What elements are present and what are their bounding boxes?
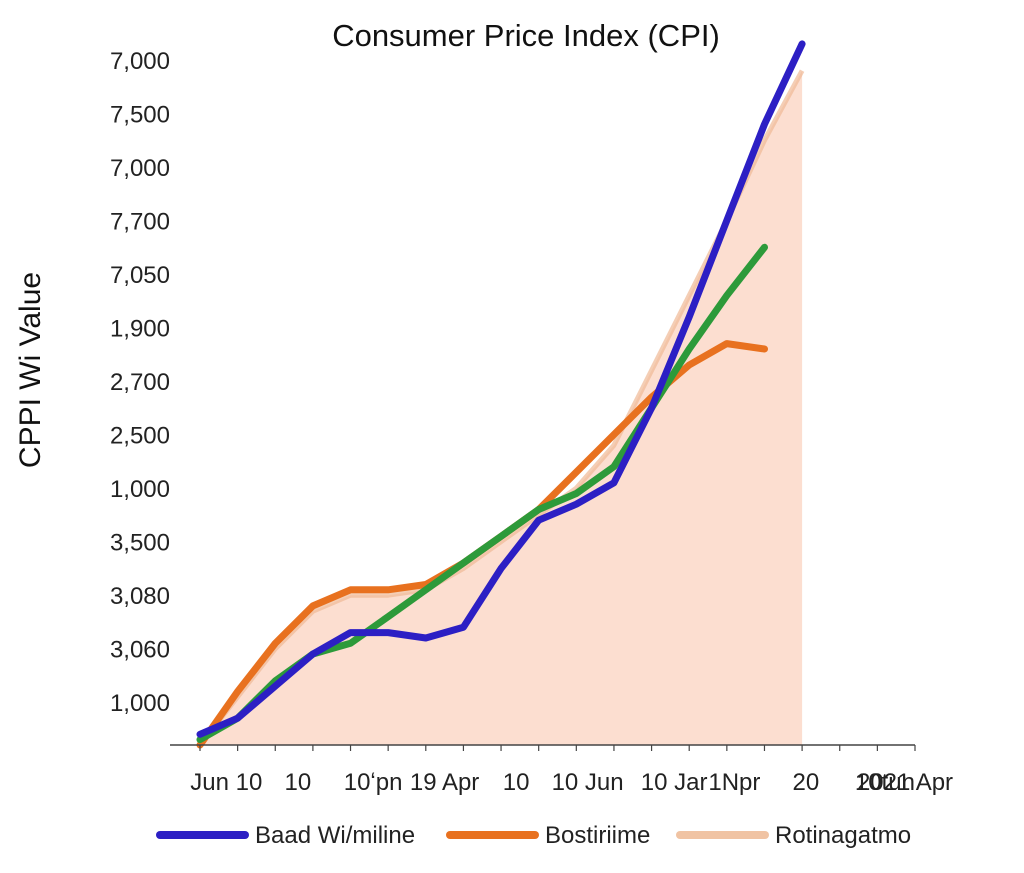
y-tick-label: 7,000 [110, 48, 170, 75]
x-tick-label: 20 [793, 769, 820, 796]
legend-label-2: Rotinagatmo [775, 822, 911, 849]
x-tick-label: 10 [284, 769, 311, 796]
x-tick-label: 10ʻpn [344, 769, 403, 796]
y-tick-label: 1,000 [110, 476, 170, 503]
y-tick-label: 7,000 [110, 155, 170, 182]
x-tick-label: 10 Jun [552, 769, 624, 796]
y-tick-label: 7,050 [110, 262, 170, 289]
y-tick-label: 2,500 [110, 423, 170, 450]
chart-title: Consumer Price Index (CPI) [332, 18, 720, 53]
y-tick-label: 3,060 [110, 637, 170, 664]
y-tick-label: 3,500 [110, 530, 170, 557]
y-tick-label: 7,700 [110, 209, 170, 236]
legend-label-0: Baad Wi/miline [255, 822, 415, 849]
y-tick-label: 3,080 [110, 583, 170, 610]
x-tick-label: 10 Jar [641, 769, 708, 796]
legend: Baad Wi/miline Bostiriime Rotinagatmo [160, 822, 911, 849]
y-tick-label: 7,500 [110, 102, 170, 129]
y-tick-label: 1,000 [110, 690, 170, 717]
x-tick-label: 1Npr [708, 769, 760, 796]
x-tick-label: 19 Apr [410, 769, 479, 796]
x-tick-label: Jun 10 [190, 769, 262, 796]
y-axis-label: CPPI Wi Value [14, 272, 47, 468]
y-tick-label: 1,900 [110, 316, 170, 343]
x-tick-label: 10 [503, 769, 530, 796]
x-tick-label: 2021 Apr [857, 769, 953, 796]
y-tick-label: 2,700 [110, 369, 170, 396]
legend-label-1: Bostiriime [545, 822, 650, 849]
area-series-0 [200, 71, 802, 745]
plot-area [200, 44, 802, 745]
